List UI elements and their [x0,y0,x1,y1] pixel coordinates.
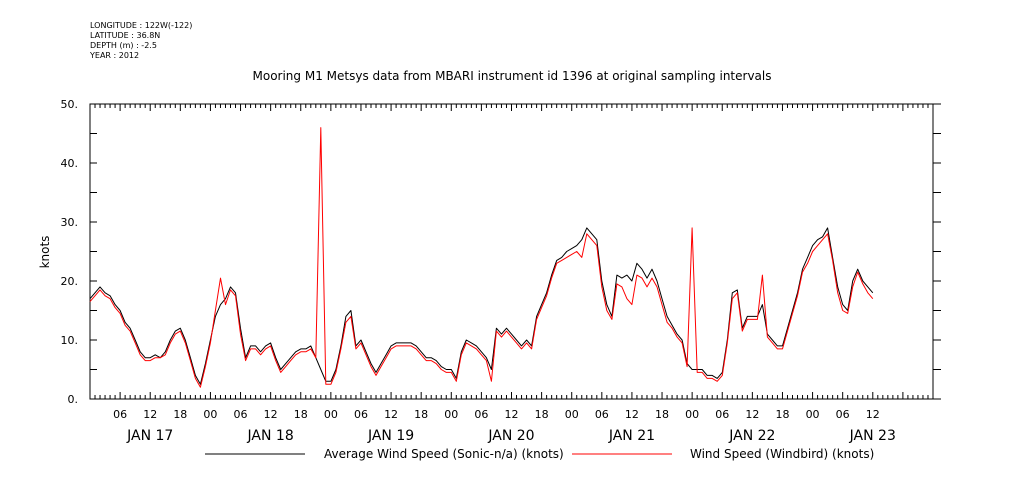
x-hour-label: 12 [745,408,759,421]
legend-label-windbird: Wind Speed (Windbird) (knots) [690,447,874,461]
x-day-label: JAN 21 [608,428,655,444]
axis-ticks [89,103,941,400]
x-hour-label: 18 [535,408,549,421]
x-hour-label: 12 [505,408,519,421]
x-hour-label: 06 [113,408,127,421]
meta-depth: DEPTH (m) : -2.5 [90,41,157,50]
y-tick-label: 30. [61,216,79,229]
x-hour-label: 12 [264,408,278,421]
series-layer [89,127,874,388]
legend-label-sonic: Average Wind Speed (Sonic-n/a) (knots) [324,447,564,461]
x-day-label: JAN 23 [849,428,896,444]
series-line-sonic [89,227,874,385]
x-tick-labels: 06 12 18 00 06 12 18 00 06 12 18 00 06 12 18 00 06 12 18 00… [113,408,896,444]
x-hour-label: 18 [173,408,187,421]
x-hour-label: 06 [474,408,488,421]
x-hour-label: 06 [715,408,729,421]
x-hour-label: 12 [384,408,398,421]
x-hour-label: 06 [836,408,850,421]
meta-longitude: LONGITUDE : 122W(-122) [90,21,192,30]
chart-title: Mooring M1 Metsys data from MBARI instru… [253,69,772,83]
x-hour-label: 00 [203,408,217,421]
series-line-windbird [89,127,874,388]
y-tick-label: 0. [68,393,79,406]
y-tick-label: 20. [61,275,79,288]
y-tick-label: 40. [61,157,79,170]
x-hour-label: 00 [324,408,338,421]
x-hour-label: 18 [294,408,308,421]
y-tick-label: 10. [61,334,79,347]
x-day-label: JAN 19 [367,428,414,444]
x-hour-label: 06 [354,408,368,421]
x-hour-label: 18 [775,408,789,421]
x-hour-label: 00 [806,408,820,421]
x-hour-label: 18 [655,408,669,421]
plot-frame [89,103,934,400]
meta-info: LONGITUDE : 122W(-122) LATITUDE : 36.8N … [89,21,192,60]
x-hour-label: 00 [565,408,579,421]
legend: Average Wind Speed (Sonic-n/a) (knots) W… [205,447,874,461]
meta-latitude: LATITUDE : 36.8N [90,31,160,40]
x-hour-label: 12 [866,408,880,421]
x-day-label: JAN 22 [728,428,775,444]
x-hour-label: 00 [685,408,699,421]
y-axis-label: knots [38,236,52,269]
x-hour-label: 12 [143,408,157,421]
x-day-label: JAN 18 [247,428,294,444]
x-day-label: JAN 17 [126,428,173,444]
meta-year: YEAR : 2012 [89,51,139,60]
y-tick-labels: 0. 10. 20. 30. 40. 50. [61,98,79,406]
x-hour-label: 06 [234,408,248,421]
x-hour-label: 06 [595,408,609,421]
y-tick-label: 50. [61,98,79,111]
x-day-label: JAN 20 [487,428,534,444]
x-hour-label: 18 [414,408,428,421]
x-hour-label: 12 [625,408,639,421]
x-hour-label: 00 [444,408,458,421]
